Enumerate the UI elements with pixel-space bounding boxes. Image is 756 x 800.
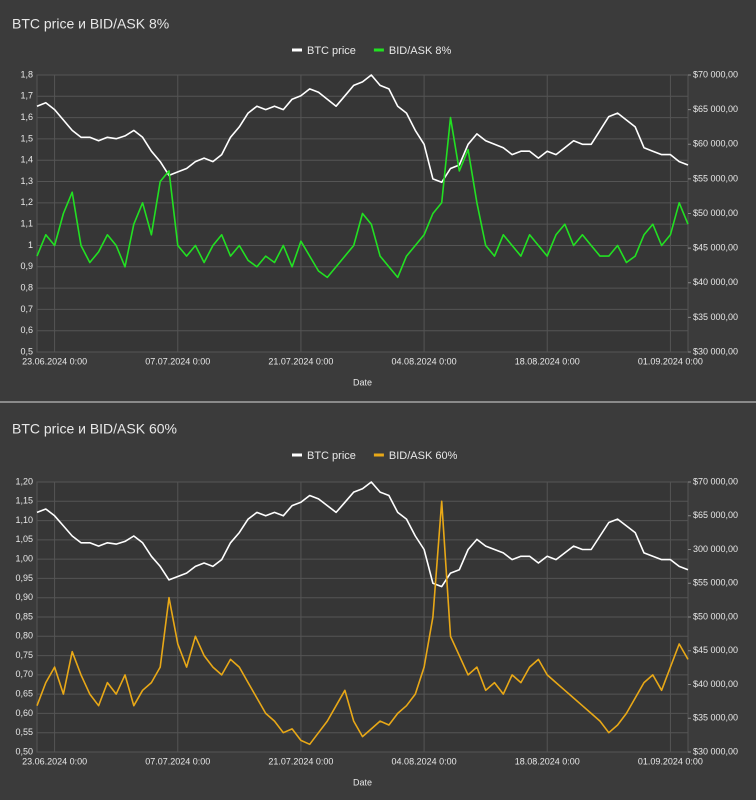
y-tick-label: 0,55 — [15, 727, 33, 737]
y2-tick-label: $60 000,00 — [693, 139, 738, 149]
y-tick-label: 1 — [28, 240, 33, 250]
y2-tick-label: $30 000,00 — [693, 746, 738, 756]
legend-label: BTC price — [307, 45, 356, 57]
y-tick-label: 1,00 — [15, 554, 33, 564]
y-tick-label: 1,6 — [20, 112, 33, 122]
y-tick-label: 1,7 — [20, 91, 33, 101]
y-tick-label: 0,75 — [15, 650, 33, 660]
y-tick-label: 0,90 — [15, 592, 33, 602]
y2-tick-label: $70 000,00 — [693, 476, 738, 486]
x-tick-label: 23.06.2024 0:00 — [22, 356, 87, 366]
y2-tick-label: $35 000,00 — [693, 713, 738, 723]
y-tick-label: 1,2 — [20, 197, 33, 207]
series-line — [36, 74, 689, 184]
y2-tick-label: $55 000,00 — [693, 173, 738, 183]
y-tick-label: 1,20 — [15, 476, 33, 486]
y-tick-label: 0,8 — [20, 282, 33, 292]
y-tick-label: 1,15 — [15, 496, 33, 506]
x-tick-label: 21.07.2024 0:00 — [268, 756, 333, 766]
chart-title: BTC price и BID/ASK 8% — [12, 16, 169, 32]
y-tick-label: 1,5 — [20, 133, 33, 143]
y-tick-label: 0,50 — [15, 746, 33, 756]
series-line — [36, 481, 689, 588]
y-tick-label: 0,5 — [20, 346, 33, 356]
x-tick-label: 18.08.2024 0:00 — [515, 356, 580, 366]
x-tick-label: 21.07.2024 0:00 — [268, 356, 333, 366]
y-tick-label: 0,60 — [15, 708, 33, 718]
legend-label: BID/ASK 60% — [389, 450, 458, 462]
series-line — [36, 500, 689, 746]
y-tick-label: 0,95 — [15, 573, 33, 583]
y-tick-label: 0,6 — [20, 325, 33, 335]
y2-tick-label: $65 000,00 — [693, 510, 738, 520]
y-tick-label: 1,1 — [20, 219, 33, 229]
x-tick-label: 18.08.2024 0:00 — [515, 756, 580, 766]
y2-tick-label: 300 000,00 — [693, 544, 738, 554]
y-tick-label: 0,7 — [20, 304, 33, 314]
x-axis-label: Date — [353, 377, 372, 387]
y2-tick-label: $70 000,00 — [693, 69, 738, 79]
x-tick-label: 04.08.2024 0:00 — [392, 756, 457, 766]
x-tick-label: 23.06.2024 0:00 — [22, 756, 87, 766]
y2-tick-label: $35 000,00 — [693, 312, 738, 322]
y2-tick-label: $45 000,00 — [693, 645, 738, 655]
y-tick-label: 0,80 — [15, 631, 33, 641]
legend-label: BTC price — [307, 450, 356, 462]
x-tick-label: 04.08.2024 0:00 — [392, 356, 457, 366]
y2-tick-label: $50 000,00 — [693, 611, 738, 621]
y-tick-label: 1,10 — [15, 515, 33, 525]
y2-tick-label: $30 000,00 — [693, 346, 738, 356]
legend-label: BID/ASK 8% — [389, 45, 452, 57]
y-tick-label: 1,4 — [20, 155, 33, 165]
y-tick-label: 1,3 — [20, 176, 33, 186]
y-tick-label: 1,05 — [15, 534, 33, 544]
x-tick-label: 07.07.2024 0:00 — [145, 756, 210, 766]
x-tick-label: 07.07.2024 0:00 — [145, 356, 210, 366]
y2-tick-label: $50 000,00 — [693, 208, 738, 218]
y-tick-label: 0,65 — [15, 689, 33, 699]
y-tick-label: 0,70 — [15, 669, 33, 679]
y2-tick-label: $55 000,00 — [693, 578, 738, 588]
x-axis-label: Date — [353, 777, 372, 787]
x-tick-label: 01.09.2024 0:00 — [638, 356, 703, 366]
y-tick-label: 1,8 — [20, 69, 33, 79]
y2-tick-label: $45 000,00 — [693, 243, 738, 253]
chart-title: BTC price и BID/ASK 60% — [12, 421, 177, 437]
series-line — [36, 116, 689, 279]
x-tick-label: 01.09.2024 0:00 — [638, 756, 703, 766]
y2-tick-label: $65 000,00 — [693, 104, 738, 114]
y-tick-label: 0,9 — [20, 261, 33, 271]
y2-tick-label: $40 000,00 — [693, 277, 738, 287]
y2-tick-label: $40 000,00 — [693, 679, 738, 689]
y-tick-label: 0,85 — [15, 611, 33, 621]
